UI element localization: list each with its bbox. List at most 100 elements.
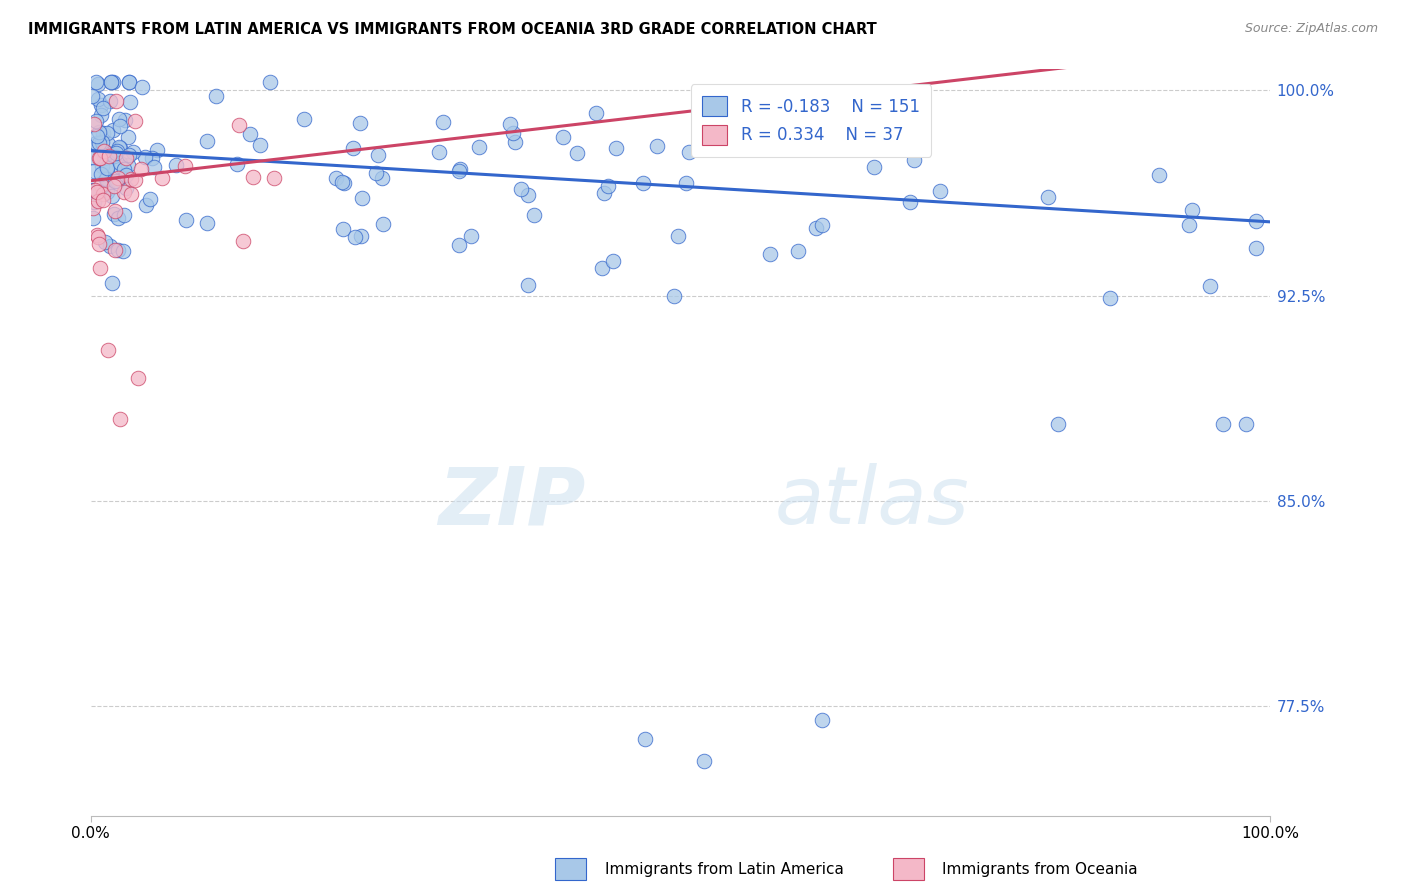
Point bbox=[98, 149, 121, 163]
Point bbox=[122, 145, 145, 159]
Point bbox=[103, 207, 125, 221]
Point bbox=[86, 139, 108, 153]
Point bbox=[105, 144, 128, 158]
Point bbox=[333, 176, 356, 190]
Text: IMMIGRANTS FROM LATIN AMERICA VS IMMIGRANTS FROM OCEANIA 3RD GRADE CORRELATION C: IMMIGRANTS FROM LATIN AMERICA VS IMMIGRA… bbox=[28, 22, 877, 37]
Text: Immigrants from Latin America: Immigrants from Latin America bbox=[605, 863, 844, 877]
Point bbox=[139, 192, 162, 206]
Point bbox=[104, 145, 127, 160]
Point bbox=[467, 140, 489, 154]
Point bbox=[350, 191, 373, 205]
Point bbox=[127, 371, 149, 385]
Point bbox=[344, 229, 367, 244]
Point bbox=[141, 151, 163, 165]
Point bbox=[98, 95, 121, 109]
Point bbox=[107, 243, 129, 257]
Point bbox=[664, 289, 686, 303]
Point bbox=[114, 168, 136, 182]
Point bbox=[226, 156, 249, 170]
Point bbox=[371, 170, 394, 185]
Point bbox=[886, 127, 908, 141]
Point bbox=[118, 75, 141, 89]
Point bbox=[108, 119, 131, 133]
Point bbox=[114, 181, 136, 195]
Point bbox=[117, 158, 139, 172]
Point bbox=[108, 155, 131, 169]
Point bbox=[263, 170, 285, 185]
Point bbox=[232, 234, 254, 248]
Point bbox=[90, 178, 112, 192]
Point bbox=[103, 149, 125, 163]
Point bbox=[631, 176, 654, 190]
Point bbox=[502, 126, 524, 140]
Point bbox=[349, 116, 371, 130]
Point bbox=[96, 126, 118, 140]
Point bbox=[678, 145, 700, 160]
Point bbox=[83, 194, 105, 209]
Point bbox=[145, 143, 167, 157]
Point bbox=[292, 112, 315, 126]
Point bbox=[86, 185, 108, 199]
Point bbox=[806, 221, 828, 235]
Point bbox=[90, 98, 112, 112]
Point bbox=[204, 88, 226, 103]
Point bbox=[84, 136, 107, 150]
Point bbox=[810, 713, 832, 727]
Point bbox=[91, 159, 114, 173]
Point bbox=[82, 201, 104, 215]
Point bbox=[90, 135, 112, 149]
Point bbox=[195, 134, 218, 148]
Point bbox=[898, 194, 921, 209]
Legend: R = -0.183    N = 151, R = 0.334    N = 37: R = -0.183 N = 151, R = 0.334 N = 37 bbox=[690, 85, 931, 157]
Point bbox=[82, 183, 104, 197]
Point bbox=[929, 184, 952, 198]
Point bbox=[447, 163, 470, 178]
Point bbox=[503, 135, 526, 149]
Point bbox=[114, 151, 136, 165]
Point bbox=[87, 136, 110, 150]
Point bbox=[94, 235, 117, 250]
Point bbox=[80, 89, 103, 103]
Point bbox=[107, 211, 129, 226]
Point bbox=[449, 161, 471, 176]
Point bbox=[131, 79, 153, 94]
Text: atlas: atlas bbox=[775, 463, 969, 541]
Point bbox=[332, 221, 354, 235]
Point bbox=[97, 136, 120, 151]
Point bbox=[787, 244, 810, 259]
Point bbox=[90, 108, 112, 122]
Point bbox=[108, 141, 131, 155]
Point bbox=[1181, 203, 1204, 218]
Point bbox=[602, 254, 624, 268]
Point bbox=[427, 145, 450, 160]
Point bbox=[1036, 190, 1059, 204]
Point bbox=[89, 261, 111, 276]
Point bbox=[591, 260, 613, 275]
Point bbox=[120, 171, 142, 186]
Point bbox=[87, 91, 110, 105]
Point bbox=[195, 216, 218, 230]
Point bbox=[117, 148, 139, 162]
Point bbox=[120, 95, 142, 109]
Point bbox=[350, 228, 373, 243]
Point bbox=[371, 218, 394, 232]
Point bbox=[84, 75, 107, 89]
Point bbox=[811, 218, 834, 232]
Point bbox=[1178, 219, 1201, 233]
Point bbox=[666, 229, 689, 244]
Point bbox=[135, 198, 157, 212]
Point bbox=[516, 278, 538, 293]
Point bbox=[242, 169, 264, 184]
Point bbox=[447, 237, 470, 252]
Point bbox=[645, 139, 668, 153]
Point bbox=[110, 160, 132, 174]
Point bbox=[84, 114, 107, 128]
Point bbox=[1212, 417, 1234, 432]
Point bbox=[96, 185, 118, 199]
Point bbox=[83, 117, 105, 131]
Point bbox=[367, 148, 389, 162]
Point bbox=[693, 754, 716, 768]
Point bbox=[330, 175, 353, 189]
Point bbox=[342, 140, 364, 154]
Point bbox=[259, 75, 281, 89]
